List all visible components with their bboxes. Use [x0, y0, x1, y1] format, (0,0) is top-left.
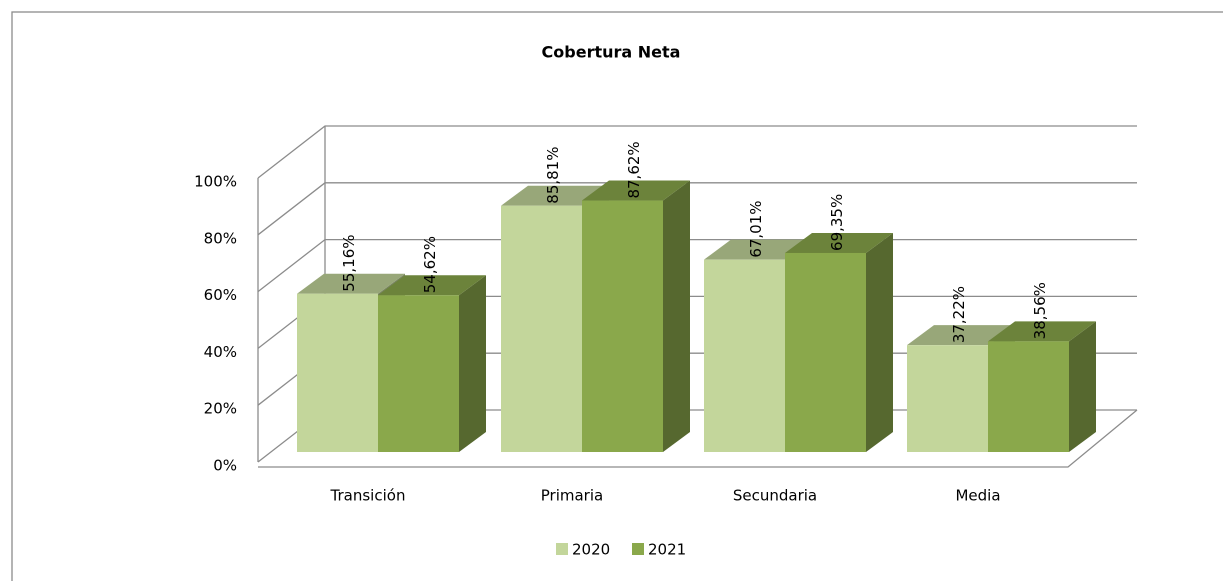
- value-label: 85,81%: [544, 147, 562, 204]
- legend-label: 2020: [572, 541, 610, 559]
- bar-side: [459, 275, 486, 452]
- value-label: 55,16%: [340, 234, 358, 291]
- x-tick-label: Secundaria: [733, 487, 817, 505]
- value-label: 38,56%: [1031, 282, 1049, 339]
- x-tick-label: Primaria: [541, 487, 603, 505]
- bar: [378, 295, 459, 452]
- bar-side: [1069, 321, 1096, 452]
- y-tick-label: 20%: [204, 400, 237, 418]
- bar-top: [988, 321, 1096, 342]
- bar-side: [866, 232, 893, 452]
- bar-top: [582, 180, 690, 201]
- y-tick-label: 40%: [204, 343, 237, 361]
- bar-top: [907, 325, 1015, 346]
- value-label: 67,01%: [747, 200, 765, 257]
- bar-top: [378, 275, 486, 296]
- bar-side: [663, 180, 690, 453]
- y-tick-label: 60%: [204, 286, 237, 304]
- bar-top: [785, 232, 893, 253]
- floor-edge: [258, 409, 1138, 468]
- legend-label: 2021: [648, 541, 686, 559]
- legend-swatch: [632, 543, 644, 555]
- x-tick-label: Media: [955, 487, 1000, 505]
- bar: [501, 205, 582, 452]
- value-label: 37,22%: [950, 286, 968, 343]
- bar: [785, 252, 866, 452]
- value-label: 54,62%: [421, 236, 439, 293]
- y-tick-label: 80%: [204, 229, 237, 247]
- bar: [582, 200, 663, 452]
- legend-swatch: [556, 543, 568, 555]
- y-tick-label: 0%: [213, 457, 237, 475]
- bar: [704, 259, 785, 452]
- y-tick-label: 100%: [194, 173, 237, 191]
- chart-title: Cobertura Neta: [542, 43, 681, 62]
- bar: [988, 341, 1069, 452]
- bar: [297, 293, 378, 452]
- value-label: 87,62%: [625, 141, 643, 198]
- bar: [907, 345, 988, 452]
- value-label: 69,35%: [828, 194, 846, 251]
- x-tick-label: Transición: [330, 487, 406, 505]
- bar-top: [297, 273, 405, 294]
